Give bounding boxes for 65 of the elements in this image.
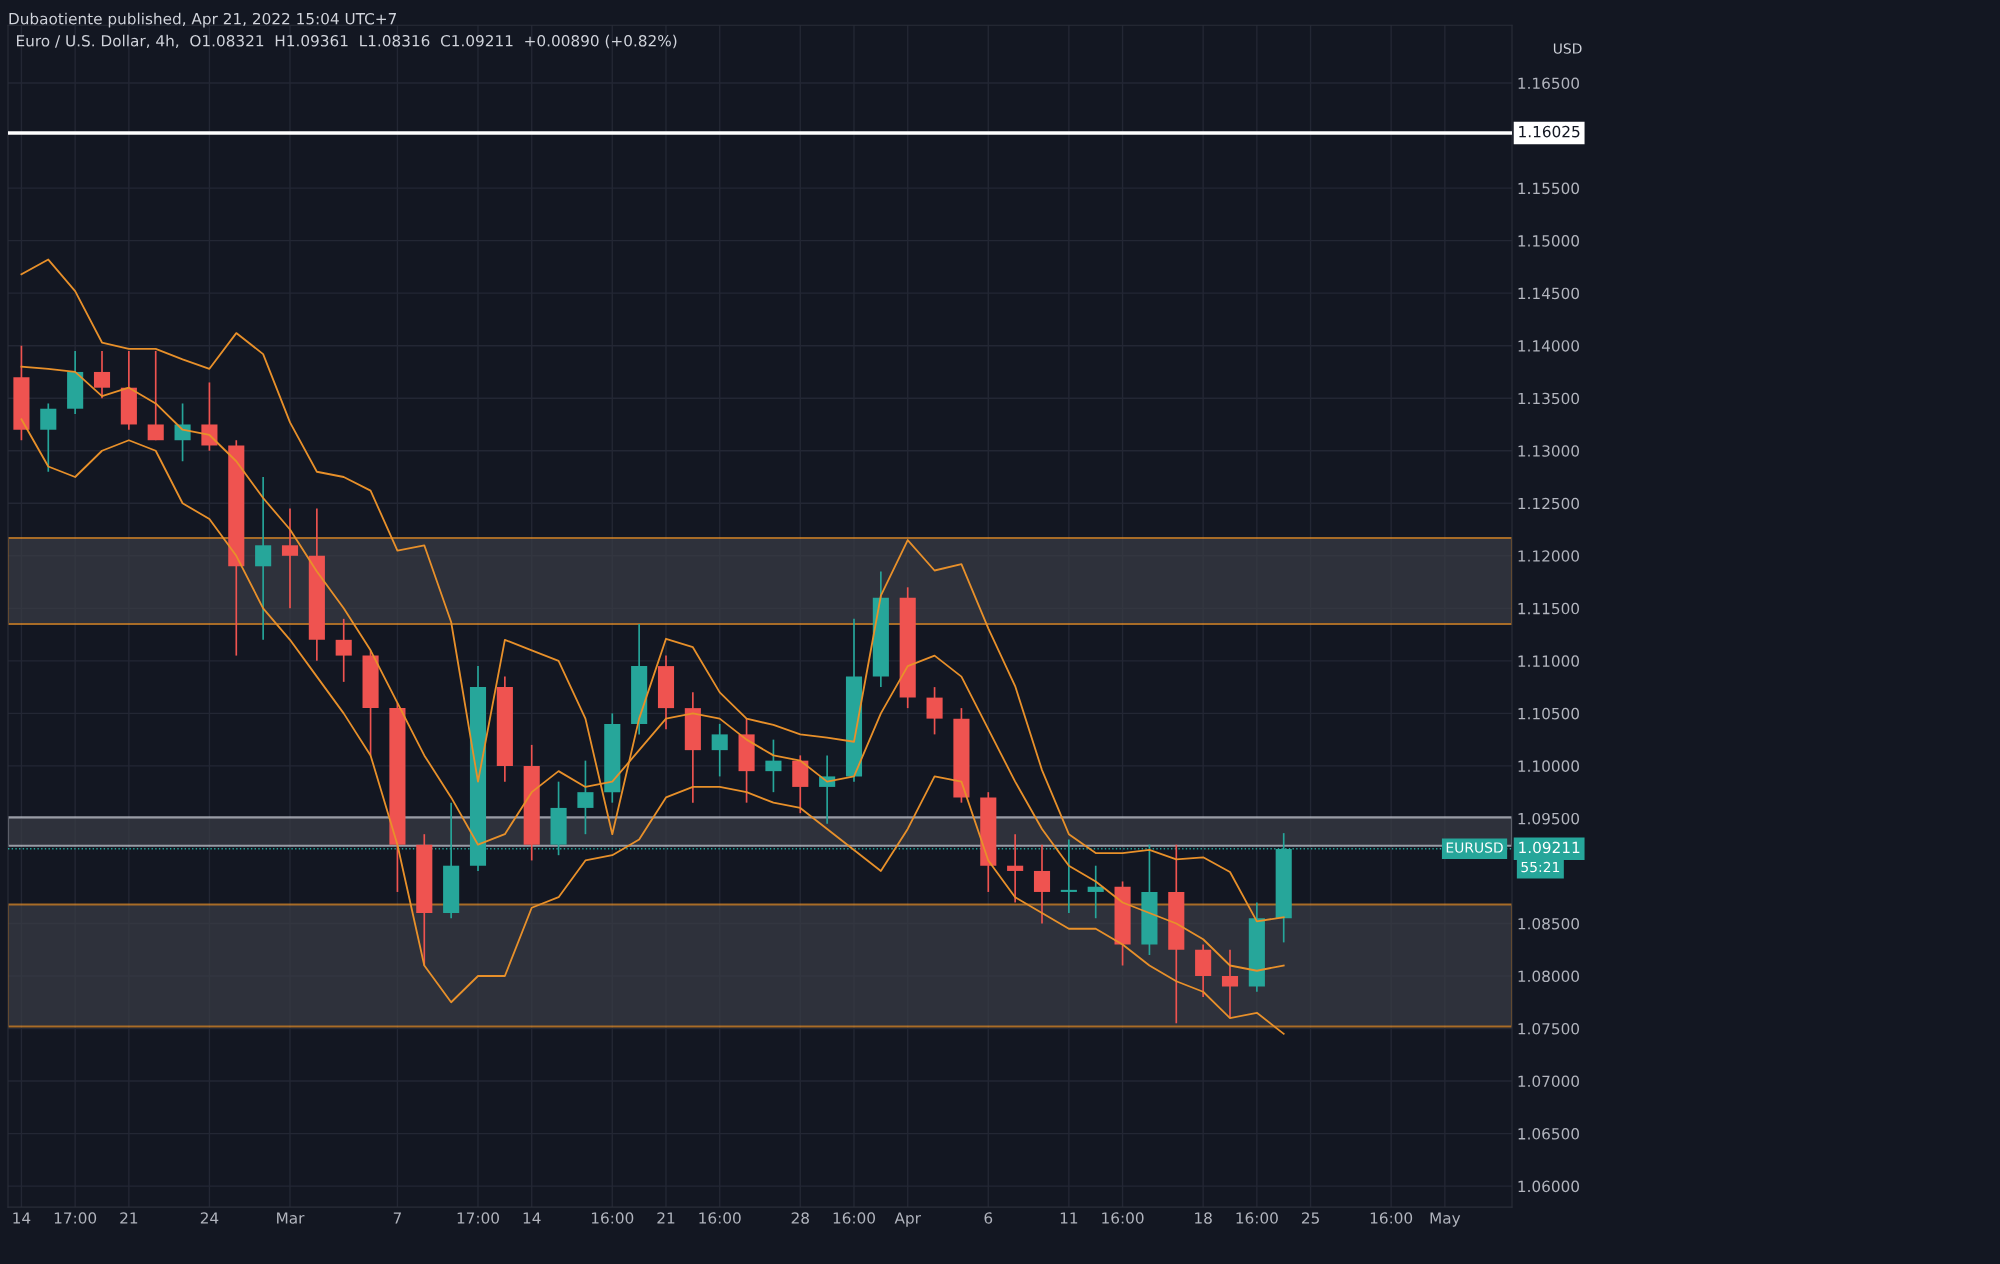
y-tick-label: 1.10000 (1518, 760, 1580, 772)
y-tick-label: 1.11000 (1518, 655, 1580, 667)
x-tick-label: 16:00 (699, 1212, 741, 1224)
y-tick-label: 1.15500 (1518, 182, 1580, 195)
candlestick (1221, 948, 1239, 1019)
y-tick-label: 1.16500 (1518, 77, 1580, 90)
candlestick (147, 350, 164, 442)
ref-line-label: 1.09211 (1519, 841, 1580, 854)
y-tick-label: 1.08500 (1518, 917, 1580, 930)
x-tick-label: 17:00 (457, 1212, 499, 1224)
x-tick-label: 7 (393, 1212, 401, 1224)
candlestick (201, 381, 218, 452)
y-tick-label: 1.12000 (1518, 550, 1580, 562)
x-tick-label: 16:00 (591, 1212, 634, 1224)
y-tick-label: 1.12500 (1518, 497, 1580, 510)
y-tick-label: 1.06000 (1518, 1180, 1580, 1193)
candlestick (93, 350, 111, 400)
x-tick-label: 21 (657, 1212, 675, 1224)
candlestick (926, 686, 943, 736)
x-tick-label: Apr (894, 1212, 921, 1227)
x-tick-label: 17:00 (54, 1212, 97, 1224)
ref-line-label: 1.16025 (1519, 125, 1580, 138)
y-tick-label: 1.10500 (1518, 707, 1580, 720)
y-tick-label: 1.08000 (1518, 970, 1580, 983)
y-tick-label: 1.14000 (1518, 340, 1580, 352)
y-tick-label: 1.11500 (1518, 602, 1580, 615)
candlestick (255, 476, 272, 641)
x-tick-label: 28 (791, 1212, 809, 1224)
text: USD (1553, 43, 1582, 54)
chart-subtitle: Dubaotiente published, Apr 21, 2022 15:04 UTC+7 (9, 12, 396, 28)
x-tick-label: 16:00 (833, 1212, 875, 1224)
text: Euro / U.S. Dollar, 4h, O1.08321 H1.09361 L1.08316 C1.09211 +0.00890 (+0.82%) (17, 34, 677, 49)
y-tick-label: 1.09500 (1518, 812, 1580, 825)
candlestick (40, 402, 57, 473)
candlestick (1007, 833, 1024, 904)
x-tick-label: 25 (1301, 1212, 1319, 1224)
y-tick-label: 1.15000 (1518, 235, 1580, 247)
x-tick-label: 18 (1195, 1212, 1212, 1224)
y-tick-label: 1.13500 (1518, 392, 1580, 405)
y-tick-label: 1.14500 (1518, 287, 1580, 300)
y-tick-label: 1.07500 (1518, 1023, 1580, 1035)
candlestick (577, 759, 594, 836)
text: 55:21 (1521, 861, 1560, 873)
candlestick (765, 738, 782, 793)
y-tick-label: 1.13000 (1518, 445, 1580, 457)
candlestick (335, 617, 352, 683)
candlestick (1087, 864, 1104, 920)
x-tick-label: May (1430, 1212, 1461, 1227)
y-tick-label: 1.06500 (1518, 1128, 1580, 1140)
x-tick-label: 16:00 (1236, 1212, 1278, 1224)
x-tick-label: 21 (120, 1212, 138, 1224)
candlestick (281, 507, 299, 610)
x-tick-label: Mar (277, 1212, 305, 1224)
x-tick-label: 24 (200, 1212, 219, 1224)
y-tick-label: 1.07000 (1518, 1075, 1580, 1088)
x-tick-label: 11 (1060, 1212, 1078, 1224)
annotation: EURUSD (1446, 842, 1503, 853)
candlestick (1033, 843, 1051, 925)
x-tick-label: 14 (523, 1212, 541, 1224)
x-tick-label: 6 (984, 1212, 993, 1224)
x-tick-label: 14 (13, 1212, 31, 1224)
candlestick (711, 723, 728, 778)
x-tick-label: 16:00 (1370, 1212, 1413, 1224)
candlestick (1060, 838, 1077, 914)
x-tick-label: 16:00 (1102, 1212, 1144, 1224)
